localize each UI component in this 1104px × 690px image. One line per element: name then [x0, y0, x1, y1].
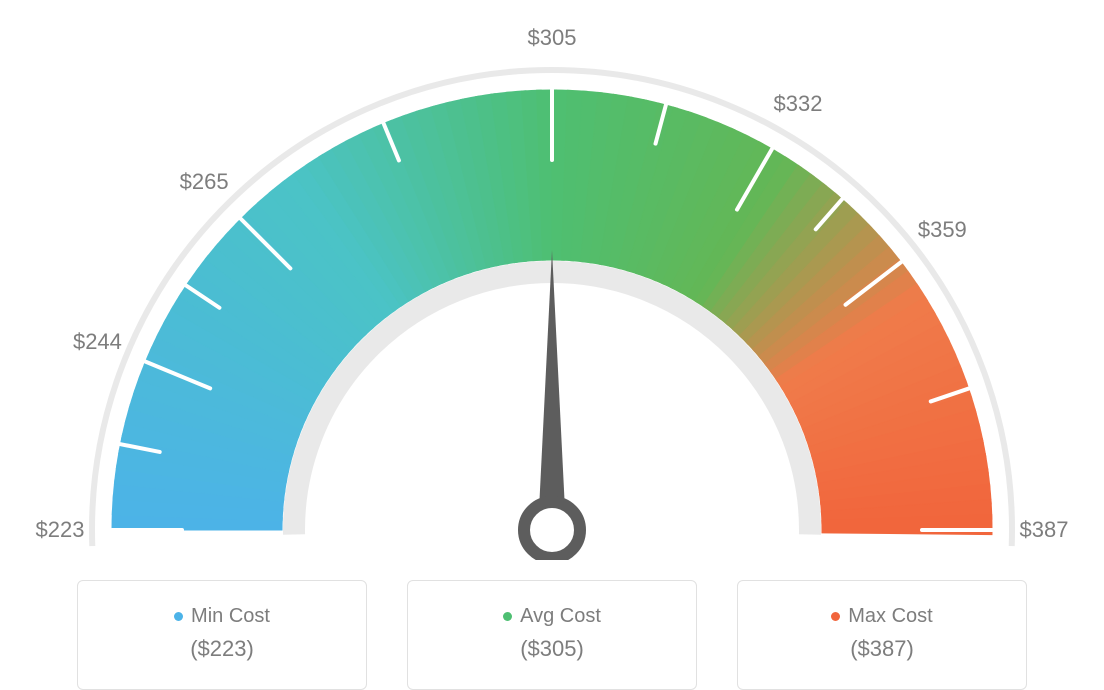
gauge-tick-label: $265 — [180, 169, 229, 195]
gauge-tick-label: $332 — [774, 91, 823, 117]
legend-value: ($387) — [850, 636, 914, 662]
legend-max-cost: Max Cost ($387) — [737, 580, 1027, 690]
legend-title: Max Cost — [831, 605, 932, 628]
gauge-tick-label: $359 — [918, 217, 967, 243]
legend-title-text: Max Cost — [848, 605, 932, 628]
gauge-tick-label: $387 — [1020, 517, 1069, 543]
gauge-tick-label: $223 — [36, 517, 85, 543]
legend-title-text: Min Cost — [191, 605, 270, 628]
legend-title-text: Avg Cost — [520, 605, 601, 628]
legend-dot-min — [174, 612, 183, 621]
legend-row: Min Cost ($223) Avg Cost ($305) Max Cost… — [0, 580, 1104, 690]
legend-value: ($305) — [520, 636, 584, 662]
gauge-tick-label: $244 — [73, 329, 122, 355]
gauge-tick-label: $305 — [528, 25, 577, 51]
legend-dot-avg — [503, 612, 512, 621]
legend-title: Min Cost — [174, 605, 270, 628]
legend-value: ($223) — [190, 636, 254, 662]
legend-dot-max — [831, 612, 840, 621]
legend-avg-cost: Avg Cost ($305) — [407, 580, 697, 690]
gauge-svg — [0, 0, 1104, 560]
legend-min-cost: Min Cost ($223) — [77, 580, 367, 690]
legend-title: Avg Cost — [503, 605, 601, 628]
cost-gauge-chart: $223 $244 $265 $305 $332 $359 $387 — [0, 0, 1104, 560]
